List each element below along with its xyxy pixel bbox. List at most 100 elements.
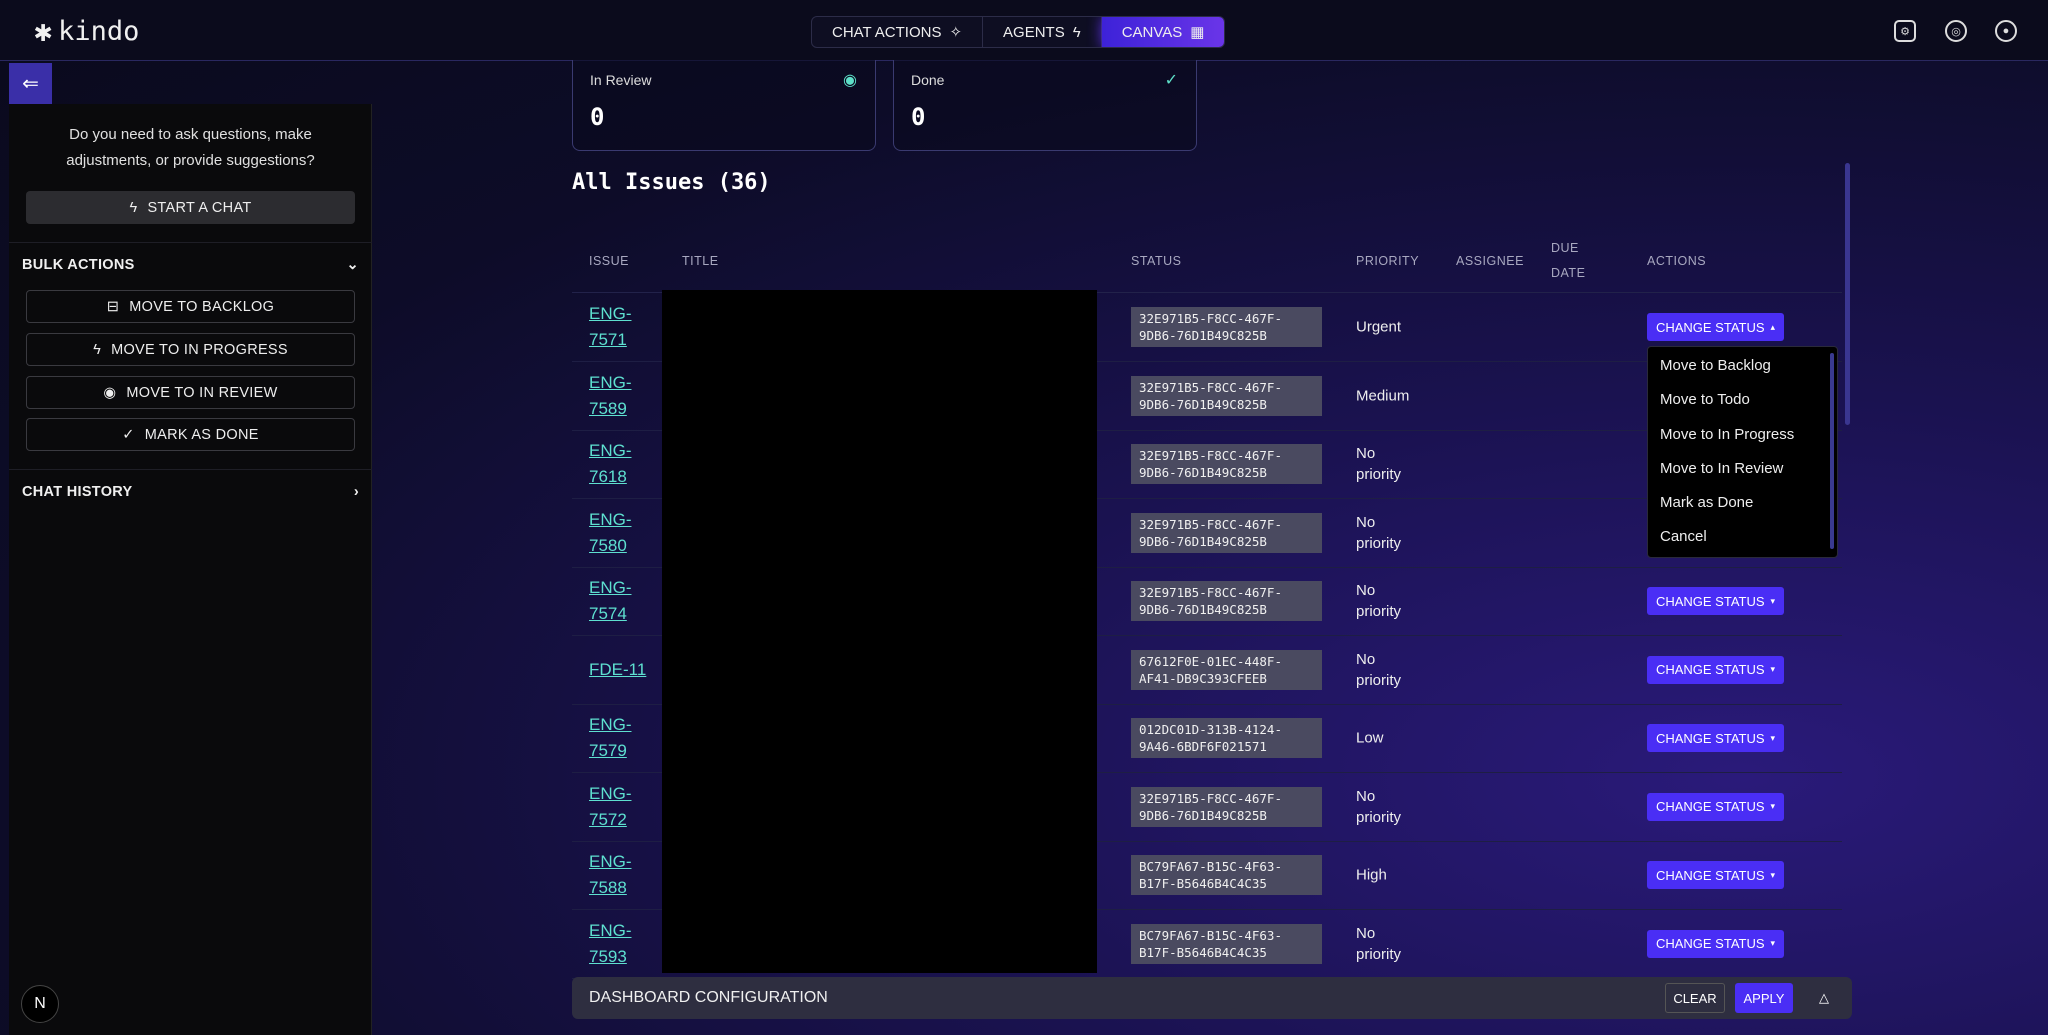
move-to-in-review-button[interactable]: ◉ MOVE TO IN REVIEW — [26, 376, 355, 409]
kindo-logo[interactable]: ✱ kindo — [34, 14, 139, 49]
change-status-button[interactable]: CHANGE STATUS ▾ — [1647, 724, 1784, 752]
column-header-due-date[interactable]: DUE DATE — [1551, 241, 1586, 280]
collapse-sidebar-button[interactable]: ⇐ — [9, 63, 52, 104]
mode-switcher: CHAT ACTIONS ✧ AGENTS ϟ CANVAS ▦ — [811, 16, 1226, 48]
button-label: MOVE TO IN REVIEW — [126, 384, 278, 401]
change-status-dropdown: Move to Backlog Move to Todo Move to In … — [1647, 346, 1838, 558]
move-to-in-progress-button[interactable]: ϟ MOVE TO IN PROGRESS — [26, 333, 355, 366]
in-review-card: In Review ◉ 0 — [572, 60, 876, 151]
issue-link[interactable]: ENG-7572 — [589, 783, 632, 829]
divider — [9, 242, 372, 243]
table-row: ENG-7580 32E971B5-F8CC-467F-9DB6-76D1B49… — [572, 499, 1842, 568]
column-header-status[interactable]: STATUS — [1131, 254, 1182, 268]
start-chat-button[interactable]: ϟ START A CHAT — [26, 191, 355, 224]
issue-link[interactable]: ENG-7579 — [589, 715, 632, 760]
done-card: Done ✓ 0 — [893, 60, 1197, 151]
card-label: In Review — [590, 72, 652, 88]
chevron-down-icon: ▾ — [1770, 801, 1776, 811]
dropdown-scrollbar[interactable] — [1830, 353, 1834, 549]
top-header: ✱ kindo CHAT ACTIONS ✧ AGENTS ϟ CANVAS ▦ ⚙ ◎… — [0, 0, 2048, 61]
main-scrollbar[interactable] — [1845, 163, 1850, 425]
expand-up-icon[interactable]: △ — [1819, 990, 1829, 1005]
priority-text: No priority — [1356, 924, 1402, 963]
issue-link[interactable]: ENG-7589 — [589, 372, 632, 418]
section-title: BULK ACTIONS — [22, 257, 135, 273]
change-status-button[interactable]: CHANGE STATUS ▾ — [1647, 587, 1784, 615]
chevron-down-icon: ▾ — [1770, 938, 1776, 948]
status-badge: BC79FA67-B15C-4F63-B17F-B5646B4C4C35 — [1131, 855, 1322, 895]
issue-link[interactable]: FDE-11 — [589, 659, 647, 679]
issue-link[interactable]: ENG-7580 — [589, 509, 632, 555]
menu-item-move-to-in-review[interactable]: Move to In Review — [1660, 460, 1784, 477]
settings-icon[interactable]: ⚙ — [1894, 20, 1916, 42]
change-status-button[interactable]: CHANGE STATUS ▾ — [1647, 655, 1784, 684]
issue-link[interactable]: ENG-7588 — [589, 852, 632, 897]
mark-as-done-button[interactable]: ✓ MARK AS DONE — [26, 418, 355, 451]
table-row: ENG-7579 012DC01D-313B-4124-9A46-6BDF6F0… — [572, 704, 1842, 773]
menu-item-cancel[interactable]: Cancel — [1660, 528, 1707, 545]
menu-item-move-to-backlog[interactable]: Move to Backlog — [1660, 357, 1771, 374]
user-icon[interactable]: ● — [1995, 20, 2017, 42]
column-header-title[interactable]: TITLE — [682, 254, 719, 268]
column-header-priority[interactable]: PRIORITY — [1356, 254, 1420, 268]
column-header-actions[interactable]: ACTIONS — [1647, 254, 1707, 268]
eye-icon: ◉ — [843, 72, 857, 89]
priority-text: Urgent — [1356, 318, 1402, 336]
issue-link[interactable]: ENG-7618 — [589, 441, 632, 486]
grid-icon: ▦ — [1190, 24, 1205, 41]
tab-chat-actions[interactable]: CHAT ACTIONS ✧ — [812, 17, 984, 47]
lightning-icon: ϟ — [93, 341, 102, 358]
kindo-star-icon: ✱ — [34, 14, 53, 49]
issue-link[interactable]: ENG-7574 — [589, 578, 632, 623]
table-row: ENG-7574 32E971B5-F8CC-467F-9DB6-76D1B49… — [572, 567, 1842, 636]
help-icon[interactable]: ◎ — [1945, 20, 1967, 42]
table-row: ENG-7571 32E971B5-F8CC-467F-9DB6-76D1B49… — [572, 293, 1842, 362]
status-badge: 32E971B5-F8CC-467F-9DB6-76D1B49C825B — [1131, 375, 1322, 416]
avatar[interactable]: N — [21, 985, 59, 1023]
status-badge: 32E971B5-F8CC-467F-9DB6-76D1B49C825B — [1131, 581, 1322, 621]
lightning-icon: ϟ — [1072, 23, 1081, 41]
sidebar: Do you need to ask questions, make adjus… — [9, 104, 372, 1035]
column-header-assignee[interactable]: ASSIGNEE — [1456, 254, 1524, 268]
tab-label: CANVAS — [1121, 23, 1183, 41]
chevron-up-icon: ▴ — [1770, 321, 1776, 332]
menu-item-move-to-todo[interactable]: Move to Todo — [1660, 391, 1750, 408]
change-status-button[interactable]: CHANGE STATUS ▴ — [1647, 313, 1784, 341]
chat-prompt: Do you need to ask questions, make adjus… — [66, 126, 315, 169]
status-badge: 32E971B5-F8CC-467F-9DB6-76D1B49C825B — [1131, 512, 1322, 553]
apply-button[interactable]: APPLY — [1735, 983, 1793, 1013]
tab-agents[interactable]: AGENTS ϟ — [983, 17, 1102, 47]
arrow-left-icon: ⇐ — [22, 73, 39, 95]
tab-canvas[interactable]: CANVAS ▦ — [1101, 17, 1225, 47]
column-header-issue[interactable]: ISSUE — [589, 254, 630, 268]
chat-history-header[interactable]: CHAT HISTORY › — [22, 484, 359, 500]
change-status-button[interactable]: CHANGE STATUS ▾ — [1647, 929, 1784, 958]
change-status-button[interactable]: CHANGE STATUS ▾ — [1647, 861, 1784, 889]
menu-item-mark-as-done[interactable]: Mark as Done — [1660, 494, 1754, 511]
chevron-down-icon: ⌄ — [346, 257, 359, 273]
eye-icon: ◉ — [103, 384, 117, 401]
priority-text: Low — [1356, 729, 1384, 747]
dashboard-configuration-bar: DASHBOARD CONFIGURATION CLEAR APPLY △ — [572, 977, 1852, 1019]
issue-link[interactable]: ENG-7571 — [589, 304, 632, 349]
priority-text: Medium — [1356, 387, 1410, 404]
section-title: CHAT HISTORY — [22, 484, 133, 500]
clear-button[interactable]: CLEAR — [1665, 983, 1725, 1013]
status-badge: BC79FA67-B15C-4F63-B17F-B5646B4C4C35 — [1131, 923, 1322, 964]
button-label: MARK AS DONE — [144, 426, 259, 443]
lightning-icon: ϟ — [129, 199, 138, 216]
issue-link[interactable]: ENG-7593 — [589, 920, 632, 966]
move-to-backlog-button[interactable]: ⊟ MOVE TO BACKLOG — [26, 290, 355, 323]
button-label: CHANGE STATUS — [1655, 799, 1765, 814]
menu-item-move-to-in-progress[interactable]: Move to In Progress — [1660, 426, 1795, 443]
chevron-down-icon: ▾ — [1770, 869, 1776, 880]
issues-title: All Issues (36) — [572, 170, 771, 195]
table-row: FDE-11 67612F0E-01EC-448F-AF41-DB9C393CF… — [572, 636, 1842, 705]
divider — [9, 469, 372, 470]
chevron-right-icon: › — [353, 484, 359, 500]
table-row: ENG-7572 32E971B5-F8CC-467F-9DB6-76D1B49… — [572, 773, 1842, 842]
card-value: 0 — [911, 103, 926, 131]
bulk-actions-header[interactable]: BULK ACTIONS ⌄ — [22, 257, 359, 273]
change-status-button[interactable]: CHANGE STATUS ▾ — [1647, 792, 1784, 821]
priority-text: High — [1356, 866, 1387, 884]
